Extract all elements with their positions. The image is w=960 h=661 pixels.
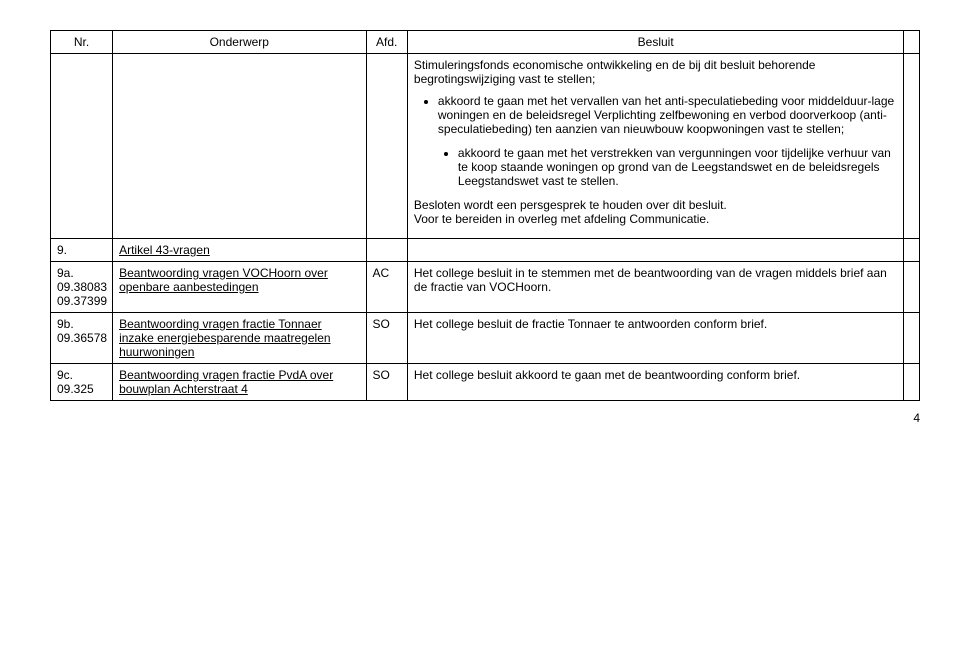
nr-ref: 09.38083 (57, 280, 107, 294)
bullet-item: akkoord te gaan met het verstrekken van … (458, 146, 898, 188)
onderwerp-text: Beantwoording vragen fractie PvdA over b… (119, 368, 333, 396)
cell-empty (904, 364, 920, 401)
cell-besluit: Het college besluit akkoord te gaan met … (407, 364, 904, 401)
header-onderwerp: Onderwerp (113, 31, 366, 54)
cell-besluit: Het college besluit in te stemmen met de… (407, 262, 904, 313)
header-afd: Afd. (366, 31, 407, 54)
nr-main: 9a. (57, 266, 74, 280)
cell-besluit: Het college besluit de fractie Tonnaer t… (407, 313, 904, 364)
bullet-list-level1: akkoord te gaan met het vervallen van he… (414, 94, 898, 136)
nr-ref: 09.325 (57, 382, 94, 396)
header-nr: Nr. (51, 31, 113, 54)
besluit-para: Voor te bereiden in overleg met afdeling… (414, 212, 898, 226)
cell-onderwerp: Beantwoording vragen fractie PvdA over b… (113, 364, 366, 401)
cell-besluit: Stimuleringsfonds economische ontwikkeli… (407, 54, 904, 239)
cell-onderwerp (113, 54, 366, 239)
cell-nr: 9b. 09.36578 (51, 313, 113, 364)
onderwerp-text: Beantwoording vragen VOCHoorn over openb… (119, 266, 328, 294)
cell-onderwerp: Artikel 43-vragen (113, 239, 366, 262)
header-row: Nr. Onderwerp Afd. Besluit (51, 31, 920, 54)
cell-afd (366, 239, 407, 262)
besluit-para: Besloten wordt een persgesprek te houden… (414, 198, 898, 212)
cell-besluit (407, 239, 904, 262)
cell-empty (904, 262, 920, 313)
bullet-item: akkoord te gaan met het vervallen van he… (438, 94, 898, 136)
cell-empty (904, 54, 920, 239)
nr-ref: 09.37399 (57, 294, 107, 308)
nr-main: 9b. (57, 317, 74, 331)
header-empty (904, 31, 920, 54)
onderwerp-text: Beantwoording vragen fractie Tonnaer inz… (119, 317, 330, 359)
cell-afd: SO (366, 313, 407, 364)
decision-table: Nr. Onderwerp Afd. Besluit Stimuleringsf… (50, 30, 920, 401)
besluit-intro: Stimuleringsfonds economische ontwikkeli… (414, 58, 898, 86)
cell-nr: 9a. 09.38083 09.37399 (51, 262, 113, 313)
bullet-list-level2: akkoord te gaan met het verstrekken van … (414, 146, 898, 188)
page-number: 4 (50, 411, 920, 425)
cell-onderwerp: Beantwoording vragen VOCHoorn over openb… (113, 262, 366, 313)
row-9c: 9c. 09.325 Beantwoording vragen fractie … (51, 364, 920, 401)
cell-afd: AC (366, 262, 407, 313)
cell-afd (366, 54, 407, 239)
nr-ref: 09.36578 (57, 331, 107, 345)
row-continuation: Stimuleringsfonds economische ontwikkeli… (51, 54, 920, 239)
cell-nr (51, 54, 113, 239)
cell-onderwerp: Beantwoording vragen fractie Tonnaer inz… (113, 313, 366, 364)
nr-main: 9c. (57, 368, 73, 382)
cell-nr: 9. (51, 239, 113, 262)
onderwerp-text: Artikel 43-vragen (119, 243, 210, 257)
header-besluit: Besluit (407, 31, 904, 54)
row-9b: 9b. 09.36578 Beantwoording vragen fracti… (51, 313, 920, 364)
row-9a: 9a. 09.38083 09.37399 Beantwoording vrag… (51, 262, 920, 313)
cell-empty (904, 313, 920, 364)
cell-afd: SO (366, 364, 407, 401)
cell-empty (904, 239, 920, 262)
cell-nr: 9c. 09.325 (51, 364, 113, 401)
row-9: 9. Artikel 43-vragen (51, 239, 920, 262)
